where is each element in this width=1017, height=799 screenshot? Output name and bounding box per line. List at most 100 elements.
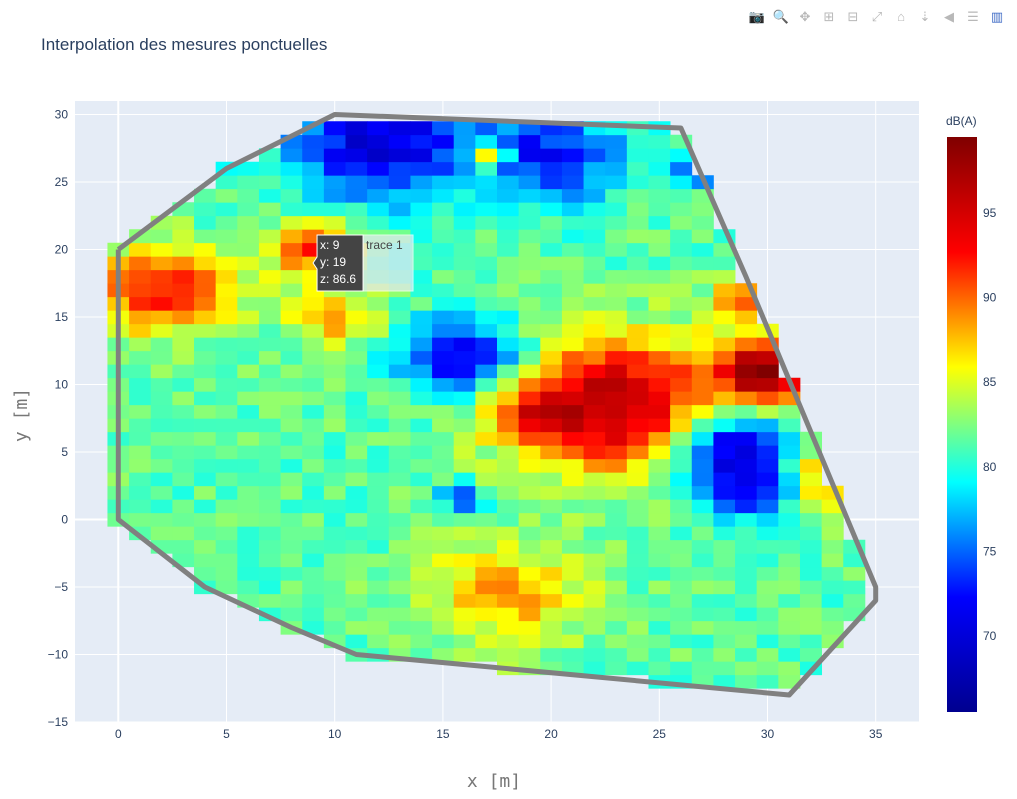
heatmap-cell[interactable] bbox=[258, 296, 281, 311]
heatmap-cell[interactable] bbox=[518, 418, 541, 433]
heatmap-cell[interactable] bbox=[280, 323, 303, 338]
heatmap-cell[interactable] bbox=[172, 526, 195, 541]
heatmap-cell[interactable] bbox=[129, 445, 152, 460]
heatmap-cell[interactable] bbox=[150, 526, 173, 541]
heatmap-cell[interactable] bbox=[648, 148, 671, 163]
heatmap-cell[interactable] bbox=[605, 418, 628, 433]
heatmap-cell[interactable] bbox=[735, 431, 758, 446]
heatmap-cell[interactable] bbox=[605, 350, 628, 365]
heatmap-cell[interactable] bbox=[756, 647, 779, 662]
heatmap-cell[interactable] bbox=[497, 607, 520, 622]
heatmap-cell[interactable] bbox=[670, 175, 693, 190]
heatmap-cell[interactable] bbox=[367, 391, 390, 406]
heatmap-cell[interactable] bbox=[215, 310, 238, 325]
heatmap-cell[interactable] bbox=[756, 391, 779, 406]
heatmap-cell[interactable] bbox=[670, 539, 693, 554]
heatmap-cell[interactable] bbox=[302, 364, 325, 379]
heatmap-cell[interactable] bbox=[756, 499, 779, 514]
heatmap-cell[interactable] bbox=[540, 431, 563, 446]
heatmap-cell[interactable] bbox=[670, 620, 693, 635]
heatmap-cell[interactable] bbox=[626, 634, 649, 649]
heatmap-cell[interactable] bbox=[280, 377, 303, 392]
heatmap-cell[interactable] bbox=[453, 256, 476, 271]
heatmap-cell[interactable] bbox=[713, 337, 736, 352]
heatmap-cell[interactable] bbox=[605, 661, 628, 676]
heatmap-cell[interactable] bbox=[799, 472, 823, 487]
heatmap-cell[interactable] bbox=[497, 647, 520, 662]
heatmap-cell[interactable] bbox=[583, 188, 606, 203]
heatmap-cell[interactable] bbox=[323, 539, 346, 554]
heatmap-cell[interactable] bbox=[345, 296, 368, 311]
heatmap-cell[interactable] bbox=[670, 661, 693, 676]
heatmap-cell[interactable] bbox=[713, 661, 736, 676]
heatmap-cell[interactable] bbox=[713, 472, 736, 487]
heatmap-cell[interactable] bbox=[626, 364, 649, 379]
heatmap-cell[interactable] bbox=[799, 539, 823, 554]
heatmap-cell[interactable] bbox=[258, 256, 281, 271]
heatmap-cell[interactable] bbox=[215, 431, 238, 446]
heatmap-cell[interactable] bbox=[345, 161, 368, 176]
heatmap-cell[interactable] bbox=[280, 445, 303, 460]
heatmap-cell[interactable] bbox=[323, 431, 346, 446]
heatmap-cell[interactable] bbox=[583, 148, 606, 163]
heatmap-cell[interactable] bbox=[518, 269, 541, 284]
heatmap-cell[interactable] bbox=[540, 310, 563, 325]
heatmap-cell[interactable] bbox=[713, 350, 736, 365]
heatmap-cell[interactable] bbox=[497, 377, 520, 392]
heatmap-cell[interactable] bbox=[388, 404, 411, 419]
heatmap-cell[interactable] bbox=[432, 458, 455, 473]
heatmap-cell[interactable] bbox=[475, 296, 498, 311]
heatmap-cell[interactable] bbox=[280, 215, 303, 230]
heatmap-cell[interactable] bbox=[713, 607, 736, 622]
heatmap-cell[interactable] bbox=[150, 485, 173, 500]
heatmap-cell[interactable] bbox=[453, 391, 476, 406]
heatmap-cell[interactable] bbox=[237, 364, 260, 379]
heatmap-cell[interactable] bbox=[626, 661, 649, 676]
heatmap-cell[interactable] bbox=[540, 269, 563, 284]
heatmap-cell[interactable] bbox=[735, 499, 758, 514]
heatmap-cell[interactable] bbox=[172, 229, 195, 244]
heatmap-cell[interactable] bbox=[345, 445, 368, 460]
heatmap-cell[interactable] bbox=[432, 472, 455, 487]
heatmap-cell[interactable] bbox=[388, 512, 411, 527]
heatmap-cell[interactable] bbox=[302, 323, 325, 338]
heatmap-cell[interactable] bbox=[258, 215, 281, 230]
heatmap-cell[interactable] bbox=[626, 566, 649, 581]
heatmap-cell[interactable] bbox=[605, 269, 628, 284]
heatmap-cell[interactable] bbox=[345, 215, 368, 230]
heatmap-cell[interactable] bbox=[756, 674, 779, 689]
heatmap-cell[interactable] bbox=[648, 134, 671, 149]
heatmap-cell[interactable] bbox=[302, 431, 325, 446]
heatmap-cell[interactable] bbox=[670, 445, 693, 460]
heatmap-cell[interactable] bbox=[453, 148, 476, 163]
heatmap-cell[interactable] bbox=[215, 215, 238, 230]
heatmap-cell[interactable] bbox=[475, 175, 498, 190]
heatmap-cell[interactable] bbox=[388, 148, 411, 163]
heatmap-cell[interactable] bbox=[302, 202, 325, 217]
heatmap-cell[interactable] bbox=[280, 175, 303, 190]
heatmap-cell[interactable] bbox=[497, 283, 520, 298]
heatmap-cell[interactable] bbox=[258, 485, 281, 500]
heatmap-cell[interactable] bbox=[626, 580, 649, 595]
heatmap-cell[interactable] bbox=[194, 499, 217, 514]
heatmap-cell[interactable] bbox=[605, 215, 628, 230]
heatmap-cell[interactable] bbox=[497, 337, 520, 352]
heatmap-cell[interactable] bbox=[778, 445, 801, 460]
heatmap-cell[interactable] bbox=[150, 404, 173, 419]
heatmap-cell[interactable] bbox=[648, 310, 671, 325]
heatmap-cell[interactable] bbox=[237, 391, 260, 406]
heatmap-cell[interactable] bbox=[626, 296, 649, 311]
heatmap-cell[interactable] bbox=[453, 512, 476, 527]
heatmap-cell[interactable] bbox=[540, 445, 563, 460]
heatmap-cell[interactable] bbox=[237, 566, 260, 581]
heatmap-cell[interactable] bbox=[432, 580, 455, 595]
heatmap-cell[interactable] bbox=[410, 485, 433, 500]
heatmap-cell[interactable] bbox=[150, 458, 173, 473]
heatmap-cell[interactable] bbox=[497, 323, 520, 338]
heatmap-cell[interactable] bbox=[497, 229, 520, 244]
heatmap-cell[interactable] bbox=[475, 553, 498, 568]
heatmap-cell[interactable] bbox=[410, 364, 433, 379]
heatmap-cell[interactable] bbox=[799, 647, 823, 662]
zoom-icon[interactable]: 🔍 bbox=[772, 9, 790, 24]
heatmap-cell[interactable] bbox=[778, 647, 801, 662]
